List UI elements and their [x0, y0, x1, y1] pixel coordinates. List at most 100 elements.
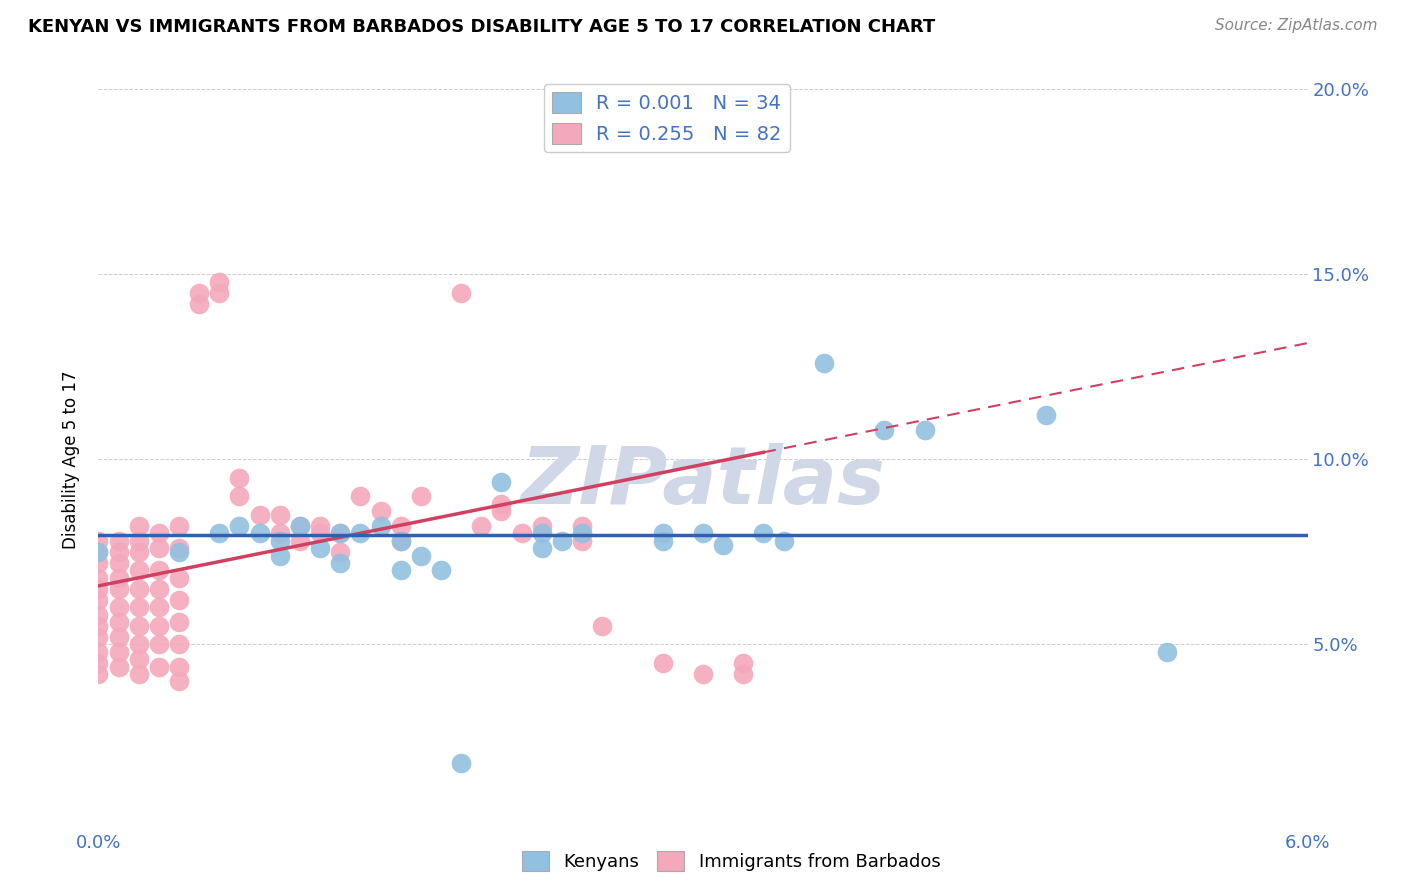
Point	[208, 275, 231, 289]
Point	[752, 526, 775, 541]
Point	[752, 119, 775, 133]
Point	[651, 526, 673, 541]
Point	[1156, 645, 1178, 659]
Point	[148, 637, 170, 651]
Point	[591, 619, 613, 633]
Point	[128, 619, 150, 633]
Point	[309, 541, 332, 556]
Point	[873, 423, 896, 437]
Point	[107, 600, 129, 615]
Point	[329, 556, 352, 570]
Point	[651, 656, 673, 670]
Point	[571, 519, 593, 533]
Point	[87, 533, 110, 548]
Legend: Kenyans, Immigrants from Barbados: Kenyans, Immigrants from Barbados	[515, 844, 948, 879]
Point	[269, 526, 291, 541]
Point	[167, 541, 190, 556]
Point	[128, 637, 150, 651]
Point	[148, 582, 170, 596]
Point	[167, 637, 190, 651]
Point	[228, 489, 250, 503]
Point	[148, 526, 170, 541]
Point	[491, 475, 513, 489]
Point	[128, 582, 150, 596]
Point	[148, 619, 170, 633]
Text: Source: ZipAtlas.com: Source: ZipAtlas.com	[1215, 18, 1378, 33]
Point	[208, 285, 231, 300]
Point	[128, 600, 150, 615]
Point	[128, 519, 150, 533]
Point	[269, 549, 291, 563]
Point	[450, 285, 472, 300]
Point	[87, 545, 110, 559]
Point	[128, 533, 150, 548]
Point	[571, 526, 593, 541]
Point	[389, 564, 412, 578]
Point	[87, 582, 110, 596]
Point	[329, 545, 352, 559]
Point	[128, 564, 150, 578]
Point	[309, 519, 332, 533]
Point	[491, 497, 513, 511]
Point	[128, 667, 150, 681]
Point	[87, 571, 110, 585]
Point	[87, 593, 110, 607]
Point	[349, 526, 371, 541]
Point	[349, 489, 371, 503]
Point	[752, 101, 775, 115]
Point	[530, 541, 553, 556]
Point	[491, 504, 513, 518]
Point	[249, 526, 271, 541]
Point	[87, 667, 110, 681]
Point	[87, 656, 110, 670]
Point	[389, 533, 412, 548]
Point	[370, 504, 392, 518]
Point	[692, 526, 714, 541]
Point	[107, 630, 129, 644]
Point	[530, 519, 553, 533]
Point	[510, 526, 533, 541]
Point	[551, 533, 574, 548]
Point	[148, 564, 170, 578]
Point	[208, 526, 231, 541]
Point	[167, 593, 190, 607]
Point	[87, 607, 110, 622]
Point	[107, 645, 129, 659]
Point	[370, 519, 392, 533]
Point	[167, 519, 190, 533]
Point	[228, 471, 250, 485]
Point	[329, 526, 352, 541]
Y-axis label: Disability Age 5 to 17: Disability Age 5 to 17	[62, 370, 80, 549]
Point	[249, 508, 271, 522]
Point	[167, 545, 190, 559]
Text: KENYAN VS IMMIGRANTS FROM BARBADOS DISABILITY AGE 5 TO 17 CORRELATION CHART: KENYAN VS IMMIGRANTS FROM BARBADOS DISAB…	[28, 18, 935, 36]
Point	[269, 533, 291, 548]
Point	[450, 756, 472, 770]
Point	[107, 533, 129, 548]
Point	[107, 545, 129, 559]
Point	[87, 645, 110, 659]
Point	[692, 667, 714, 681]
Point	[409, 489, 432, 503]
Point	[389, 519, 412, 533]
Point	[167, 674, 190, 689]
Point	[409, 549, 432, 563]
Point	[914, 423, 936, 437]
Point	[148, 659, 170, 673]
Point	[87, 556, 110, 570]
Point	[1035, 408, 1057, 422]
Point	[288, 533, 311, 548]
Point	[148, 541, 170, 556]
Point	[571, 533, 593, 548]
Point	[228, 519, 250, 533]
Point	[87, 545, 110, 559]
Legend: R = 0.001   N = 34, R = 0.255   N = 82: R = 0.001 N = 34, R = 0.255 N = 82	[544, 84, 790, 152]
Text: ZIPatlas: ZIPatlas	[520, 442, 886, 521]
Point	[711, 537, 734, 551]
Point	[167, 571, 190, 585]
Point	[107, 582, 129, 596]
Point	[470, 519, 492, 533]
Point	[530, 526, 553, 541]
Point	[269, 508, 291, 522]
Point	[733, 667, 755, 681]
